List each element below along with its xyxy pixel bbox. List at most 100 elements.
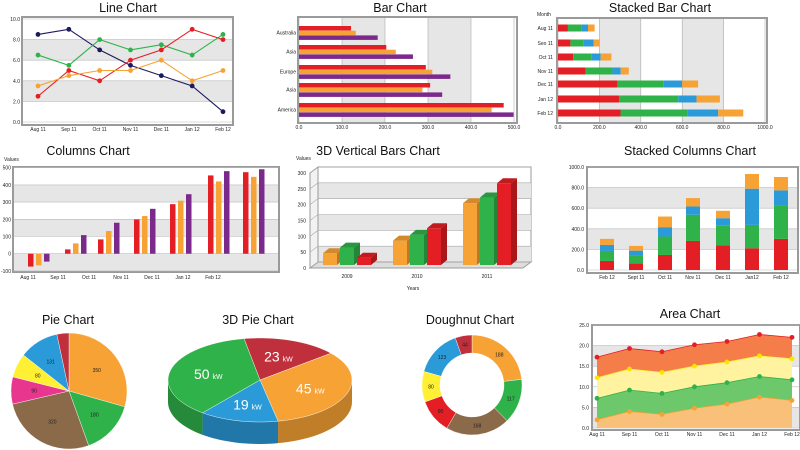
- y-tick-label: 10.0: [10, 17, 20, 23]
- bar: [299, 103, 504, 108]
- bar-segment: [687, 109, 719, 117]
- data-point: [158, 47, 164, 53]
- y-tick-label: 100: [298, 234, 307, 240]
- bar-side: [441, 223, 447, 265]
- column: [251, 176, 257, 254]
- 3d-bar: [497, 178, 517, 265]
- bar-segment: [619, 95, 679, 103]
- chart-title: 3D Vertical Bars Chart: [316, 144, 440, 158]
- column-segment: [774, 176, 788, 191]
- column-segment: [774, 190, 788, 206]
- bar: [299, 30, 356, 36]
- slice-label: 45 kW: [296, 380, 325, 396]
- x-tick-label: Dec 11: [154, 127, 170, 133]
- column: [243, 172, 249, 254]
- data-point: [158, 42, 164, 48]
- column-segment: [716, 218, 730, 226]
- x-tick-label: Feb 12: [773, 275, 789, 281]
- bar-segment: [718, 109, 744, 117]
- x-tick-label: Jan 12: [752, 432, 767, 438]
- column-segment: [600, 244, 614, 251]
- bar: [299, 54, 413, 59]
- column-segment: [716, 210, 730, 219]
- x-tick-label: Feb 12: [205, 275, 221, 281]
- data-point: [128, 47, 133, 53]
- data-point: [594, 375, 600, 381]
- chart-title: Stacked Bar Chart: [609, 1, 712, 15]
- bar-segment: [581, 24, 589, 32]
- data-point: [97, 47, 103, 53]
- data-point: [128, 62, 133, 68]
- x-tick-label: Sept 11: [628, 275, 645, 281]
- data-point: [724, 380, 730, 386]
- bar-segment: [585, 67, 613, 75]
- bar-segment: [570, 39, 584, 47]
- category-label: Jan 12: [538, 97, 553, 103]
- x-tick-label: Aug 11: [20, 275, 36, 281]
- data-point: [66, 26, 72, 32]
- bar-top: [463, 198, 483, 204]
- data-point: [158, 57, 164, 63]
- slice-label: 168: [473, 424, 482, 430]
- x-tick-label: Oct 11: [92, 127, 107, 133]
- y-tick-label: 20.0: [579, 344, 589, 350]
- data-point: [692, 405, 697, 411]
- bar: [299, 112, 514, 117]
- data-point: [757, 374, 762, 379]
- data-point: [757, 394, 762, 400]
- data-point: [66, 62, 72, 68]
- x-tick-label: Nov 11: [687, 432, 703, 438]
- bar-front: [410, 234, 424, 265]
- chart-title: Line Chart: [99, 1, 157, 15]
- column: [44, 253, 50, 262]
- chart-title: Stacked Columns Chart: [624, 144, 757, 158]
- category-label: Dec 11: [538, 82, 554, 88]
- bar: [299, 49, 396, 55]
- bar-front: [463, 203, 477, 265]
- slice-label: 123: [438, 355, 447, 361]
- gridline: [309, 182, 531, 190]
- bar-segment: [620, 109, 688, 117]
- data-point: [128, 68, 133, 73]
- x-tick-label: Sep 11: [50, 275, 66, 281]
- grid-band: [588, 187, 797, 209]
- axis-label: Values: [296, 156, 311, 162]
- bar-top: [340, 242, 360, 248]
- slice-value: 45: [296, 380, 312, 396]
- slice-unit: kW: [283, 356, 294, 363]
- x-tick-label: Nov 11: [685, 275, 701, 281]
- y-tick-label: 15.0: [579, 364, 589, 370]
- column-segment: [774, 238, 788, 270]
- column: [150, 208, 156, 254]
- area-orange: [597, 397, 792, 428]
- 3d-bar: [340, 242, 360, 265]
- data-point: [757, 353, 762, 359]
- bar-segment: [696, 95, 720, 103]
- y-tick-label: 150: [298, 219, 307, 225]
- data-point: [220, 32, 226, 37]
- data-point: [724, 359, 730, 365]
- column-segment: [629, 255, 643, 264]
- x-tick-label: Aug 11: [30, 127, 46, 133]
- 3d-bar: [357, 252, 377, 265]
- pie-slice: [167, 338, 261, 414]
- data-point: [659, 349, 665, 355]
- x-tick-label: 300.0: [422, 125, 435, 131]
- slice-value: 50: [194, 366, 210, 382]
- bar-top: [393, 235, 413, 241]
- column: [224, 171, 230, 254]
- bar-segment: [678, 95, 697, 103]
- gridline: [309, 230, 531, 237]
- bar-top: [410, 229, 430, 235]
- bar: [299, 87, 423, 93]
- bar-top: [480, 192, 500, 198]
- gridline: [309, 198, 531, 205]
- bar-front: [393, 240, 407, 265]
- line-chart: Line Chart 0.0 2.0 4.0 6.0 8.0 10.0 Aug 11 Sep 1…: [10, 1, 234, 133]
- bar-segment: [591, 53, 601, 61]
- data-point: [659, 369, 665, 375]
- y-tick-label: 6.0: [13, 58, 20, 64]
- slice-label: 23 kW: [264, 348, 293, 364]
- slice-label: 90: [438, 409, 444, 415]
- category-label: Feb 12: [537, 111, 553, 117]
